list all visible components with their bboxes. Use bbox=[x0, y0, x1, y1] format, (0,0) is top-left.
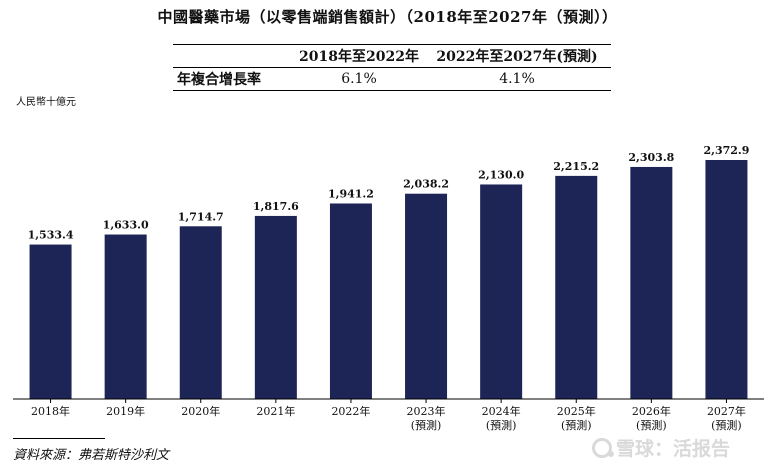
cagr-table: 2018年至2022年 2022年至2027年(預測) 年複合增長率 6.1% … bbox=[173, 44, 611, 91]
bar-value-label: 2,215.2 bbox=[553, 160, 599, 173]
bar-value-label: 1,533.4 bbox=[28, 229, 74, 242]
bar bbox=[29, 244, 72, 399]
bar-value-label: 2,372.9 bbox=[703, 144, 749, 157]
x-tick-note: (預測) bbox=[636, 418, 667, 432]
cagr-value-2018-2022: 6.1% bbox=[341, 71, 377, 87]
cagr-value-2022-2027: 4.1% bbox=[499, 71, 535, 87]
x-tick-label: 2021年 bbox=[256, 404, 295, 418]
bar bbox=[179, 226, 222, 399]
bar bbox=[555, 175, 598, 399]
x-tick-label: 2022年 bbox=[331, 404, 370, 418]
cagr-table-row: 年複合增長率 6.1% 4.1% bbox=[173, 68, 611, 90]
cagr-table-header: 2018年至2022年 2022年至2027年(預測) bbox=[173, 45, 611, 68]
bar bbox=[254, 215, 297, 399]
x-tick-note: (預測) bbox=[561, 418, 592, 432]
bar-value-label: 1,817.6 bbox=[253, 200, 299, 213]
x-tick-label: 2023年 bbox=[407, 404, 446, 418]
x-tick-label: 2026年 bbox=[632, 404, 671, 418]
bar-value-label: 2,303.8 bbox=[628, 151, 674, 164]
cagr-header-2018-2022: 2018年至2022年 bbox=[299, 49, 419, 65]
source-note: 資料來源：弗若斯特沙利文 bbox=[13, 448, 170, 463]
x-tick-note: (預測) bbox=[411, 418, 442, 432]
bar bbox=[329, 203, 372, 399]
x-tick-note: (預測) bbox=[486, 418, 517, 432]
bar-value-label: 2,130.0 bbox=[478, 168, 524, 181]
x-tick-label: 2024年 bbox=[482, 404, 521, 418]
watermark-text: 雪球：活报告 bbox=[616, 438, 731, 460]
bar-value-label: 2,038.2 bbox=[403, 178, 449, 191]
x-tick-label: 2025年 bbox=[557, 404, 596, 418]
bar bbox=[405, 193, 448, 399]
chart-title: 中國醫藥市場（以零售端銷售額計）（2018年至2027年（預測）） bbox=[157, 8, 618, 26]
x-tick-label: 2020年 bbox=[181, 404, 220, 418]
bar-value-label: 1,941.2 bbox=[328, 187, 374, 200]
cagr-row-label: 年複合增長率 bbox=[177, 72, 261, 88]
y-axis-unit-label: 人民幣十億元 bbox=[16, 97, 76, 108]
bar-value-label: 1,714.7 bbox=[178, 210, 224, 223]
bar bbox=[630, 166, 673, 399]
bar bbox=[705, 160, 748, 399]
watermark: 雪球：活报告 bbox=[592, 434, 730, 461]
x-tick-label: 2027年 bbox=[707, 404, 746, 418]
snowball-logo-icon bbox=[592, 437, 614, 458]
x-tick-note: (預測) bbox=[711, 418, 742, 432]
x-tick-label: 2018年 bbox=[31, 404, 70, 418]
bar bbox=[104, 234, 147, 399]
source-divider bbox=[13, 438, 105, 439]
bar-value-label: 1,633.0 bbox=[103, 219, 149, 232]
bar bbox=[480, 184, 523, 399]
x-tick-label: 2019年 bbox=[106, 404, 145, 418]
cagr-header-2022-2027: 2022年至2027年(預測) bbox=[436, 49, 598, 65]
